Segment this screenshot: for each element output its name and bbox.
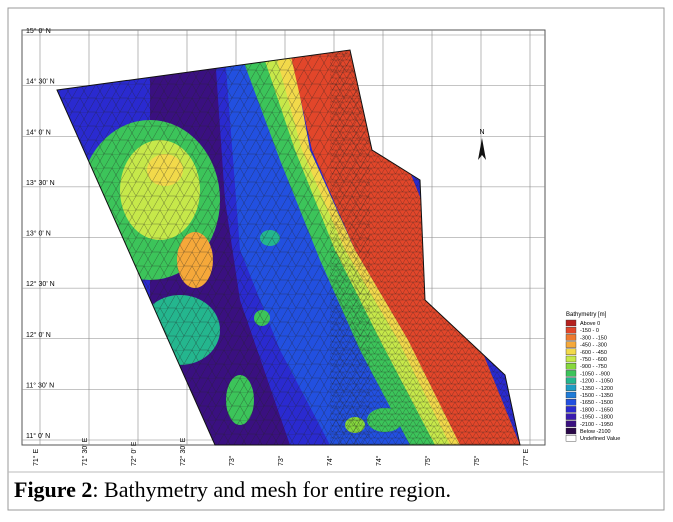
- legend-label: -1500 - -1350: [580, 393, 613, 399]
- lon-label: 75°: [473, 455, 481, 466]
- caption-text: : Bathymetry and mesh for entire region.: [92, 477, 451, 502]
- legend-swatch: [565, 363, 577, 370]
- legend-label: -300 - -150: [580, 335, 607, 341]
- lon-label: 73°: [277, 455, 285, 466]
- legend-swatch: [565, 391, 577, 399]
- lon-label: 74°: [375, 455, 383, 466]
- legend-swatch: [565, 377, 577, 384]
- lon-label: 73°: [228, 455, 236, 466]
- legend-label: -1050 - -900: [580, 371, 610, 377]
- caption: Figure 2: Bathymetry and mesh for entire…: [14, 477, 451, 502]
- legend-title: Bathymetry [m]: [566, 312, 607, 318]
- legend-label: -1950 - -1800: [580, 415, 613, 421]
- lat-label: 14° 0' N: [26, 128, 51, 136]
- legend-label: Above 0: [580, 321, 600, 327]
- lon-label: 72° 0' E: [130, 441, 138, 466]
- region-outline: [56, 49, 521, 446]
- lon-label: 72° 30' E: [179, 437, 187, 466]
- lon-label: 74°: [326, 455, 334, 466]
- legend-label: Undefined Value: [580, 436, 620, 442]
- legend-label: -1800 - -1650: [580, 407, 613, 413]
- compass: N: [478, 129, 486, 160]
- legend-swatch: [565, 435, 577, 442]
- legend-label: -2100 - -1950: [580, 422, 613, 428]
- legend: Bathymetry [m] Above 0-150 - 0-300 - -15…: [565, 312, 620, 442]
- legend-swatch: [565, 319, 577, 327]
- legend-swatch: [565, 427, 577, 435]
- lat-label: 13° 0' N: [26, 230, 51, 238]
- legend-swatch: [565, 370, 577, 377]
- lon-label: 71° E: [32, 448, 40, 466]
- lat-label: 12° 30' N: [26, 280, 55, 288]
- lat-label: 11° 30' N: [26, 381, 54, 389]
- legend-label: -450 - -300: [580, 343, 607, 349]
- lon-label: 77° E: [522, 448, 530, 466]
- legend-swatch: [565, 341, 577, 348]
- lat-label: 11° 0' N: [26, 432, 50, 440]
- legend-label: -1200 - -1050: [580, 379, 613, 385]
- lon-label: 75°: [424, 455, 432, 466]
- legend-label: -1650 - -1500: [580, 400, 613, 406]
- legend-label: Below -2100: [580, 429, 611, 435]
- legend-label: -600 - -450: [580, 350, 607, 356]
- compass-label: N: [479, 129, 484, 136]
- lat-label: 13° 30' N: [26, 179, 55, 187]
- lon-label: 71° 30' E: [81, 437, 89, 466]
- caption-label: Figure 2: [14, 477, 92, 502]
- legend-swatch: [565, 406, 577, 413]
- legend-swatch: [565, 420, 577, 427]
- legend-swatch: [565, 355, 577, 363]
- lat-label: 15° 0' N: [26, 27, 51, 35]
- legend-label: -900 - -750: [580, 364, 607, 370]
- legend-swatch: [565, 327, 577, 334]
- legend-label: -750 - -600: [580, 357, 607, 363]
- legend-label: -1350 - -1200: [580, 386, 613, 392]
- legend-swatch: [565, 348, 577, 355]
- legend-swatch: [565, 399, 577, 406]
- legend-swatch: [565, 384, 577, 391]
- legend-label: -150 - 0: [580, 328, 599, 334]
- lat-label: 14° 30' N: [26, 78, 55, 86]
- lat-label: 12° 0' N: [26, 331, 51, 339]
- legend-swatch: [565, 413, 577, 420]
- legend-swatch: [565, 334, 577, 341]
